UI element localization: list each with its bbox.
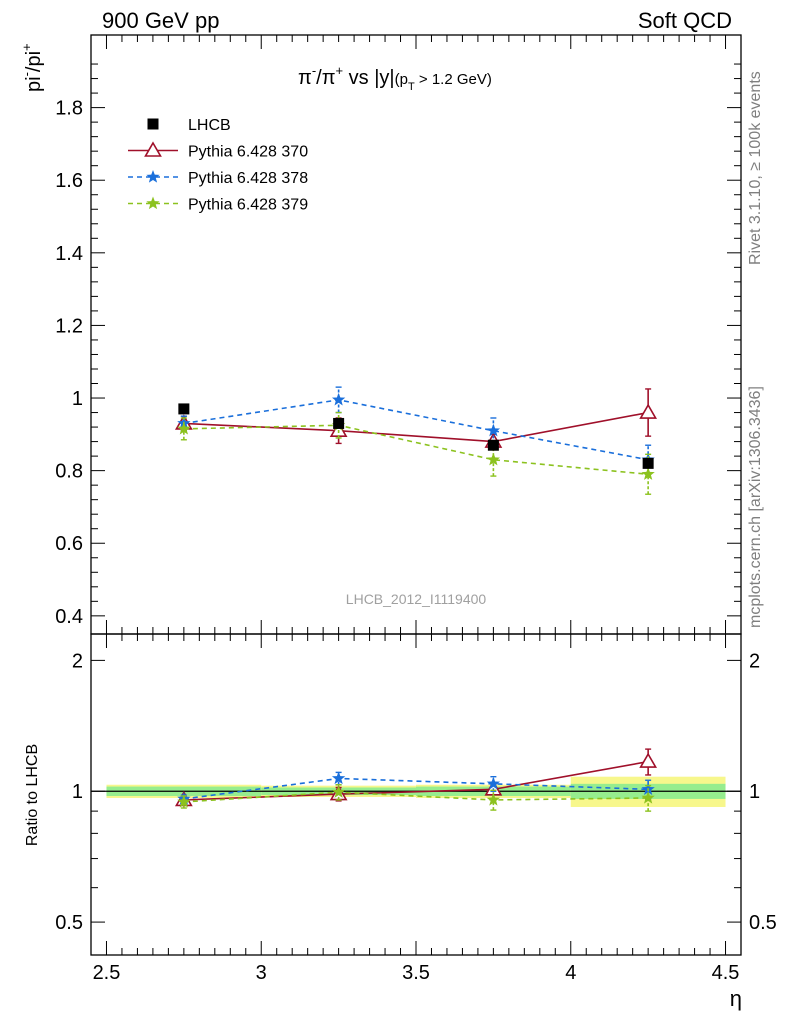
mcplots-reference-label: mcplots.cern.ch [arXiv:1306.3436] [747,386,764,628]
data-point-square [333,417,345,429]
ratio-y-tick-label-right: 0.5 [749,912,777,934]
x-tick-label: 3.5 [402,962,430,984]
x-tick-label: 4.5 [712,962,740,984]
ratio-y-tick-label-right: 2 [749,650,760,672]
title-slash: / [316,67,322,89]
main-line [183,399,649,461]
ratio-y-tick-label: 1 [72,781,83,803]
main-y-tick-label: 0.4 [55,606,83,628]
x-tick-label: 2.5 [93,962,121,984]
title-pt-open: (p [395,71,408,88]
data-point-star [331,392,346,406]
x-tick-label: 3 [256,962,267,984]
data-point-square [147,118,159,130]
main-ylabel: pi-/pi+ [19,43,45,92]
x-tick-label: 4 [565,962,576,984]
main-line [183,424,649,476]
ratio-series-pythia-6-428-379 [177,784,655,812]
legend-item: Pythia 6.428 379 [128,196,308,214]
data-point-star [641,467,655,480]
main-y-tick-label: 1.2 [55,315,83,337]
title-sup-minus: - [312,63,316,78]
main-y-tick-label: 0.8 [55,461,83,483]
main-title: π-/π+ vs |y|(pT > 1.2 GeV) [298,63,492,93]
ratio-y-tick-label: 0.5 [55,912,83,934]
data-point-triangle [144,141,162,157]
data-point-star [486,423,501,437]
x-axis-label: η [730,986,742,1011]
series-pythia-6-428-370 [174,388,658,450]
title-pt-close: > 1.2 GeV) [415,71,492,88]
ratio-line [183,777,649,800]
main-series-layer [174,386,658,495]
data-point-star [486,452,501,466]
data-point-star [146,196,160,210]
data-point-square [487,439,499,451]
data-point-triangle [639,752,658,768]
legend-label: Pythia 6.428 379 [188,197,308,214]
title-sup-plus: + [336,63,344,78]
data-point-triangle [639,403,658,419]
axis-ticks-layer: 0.4 0.6 0.8 1 1.2 1.4 1.6 1.8 2.5 3 3.5 4 4.5 0.5 0.5 1… [55,35,777,984]
legend-item: LHCB [147,117,231,134]
data-point-star [331,785,346,798]
title-vs: vs |y| [343,67,395,89]
header-right: Soft QCD [638,8,732,33]
analysis-label: LHCB_2012_I1119400 [346,591,487,607]
header-left: 900 GeV pp [102,8,219,33]
ratio-y-tick-label: 2 [72,650,83,672]
ylabel-sup2: + [19,43,34,51]
data-point-square [642,457,654,469]
data-point-star [177,794,191,808]
title-pi-plus: π [322,67,336,89]
ylabel-sup1: - [19,72,34,76]
ylabel-slash: /pi [23,51,45,72]
main-y-tick-label: 0.6 [55,533,83,555]
main-y-tick-label: 1.8 [55,98,83,120]
legend-label: Pythia 6.428 378 [188,170,308,187]
ratio-series-layer [174,748,658,812]
series-lhcb [178,403,654,469]
legend-label: Pythia 6.428 370 [188,144,308,161]
legend-item: Pythia 6.428 370 [128,141,308,161]
legend-label: LHCB [188,117,231,134]
title-pt-sub: T [408,81,415,93]
main-y-tick-label: 1.4 [55,243,83,265]
title-pi-minus: π [298,67,312,89]
ratio-y-tick-label-right: 1 [749,781,760,803]
main-y-tick-label: 1.6 [55,170,83,192]
ratio-line [183,760,649,801]
ratio-ylabel: Ratio to LHCB [24,744,41,846]
data-point-star [177,421,191,435]
data-point-square [178,403,190,415]
ratio-line [183,791,649,803]
main-y-tick-label: 1 [72,388,83,410]
data-point-star [486,776,501,790]
data-point-star [331,771,346,785]
ylabel-pi1: pi [23,76,45,92]
main-line [183,411,649,443]
legend: LHCB Pythia 6.428 370 Pythia 6.428 378 Pyth… [128,117,308,214]
rivet-version-label: Rivet 3.1.10, ≥ 100k events [747,71,764,265]
legend-item: Pythia 6.428 378 [128,170,308,187]
series-pythia-6-428-378 [177,386,655,475]
data-point-star [486,792,501,806]
data-point-star [146,170,160,183]
data-point-star [641,790,655,804]
